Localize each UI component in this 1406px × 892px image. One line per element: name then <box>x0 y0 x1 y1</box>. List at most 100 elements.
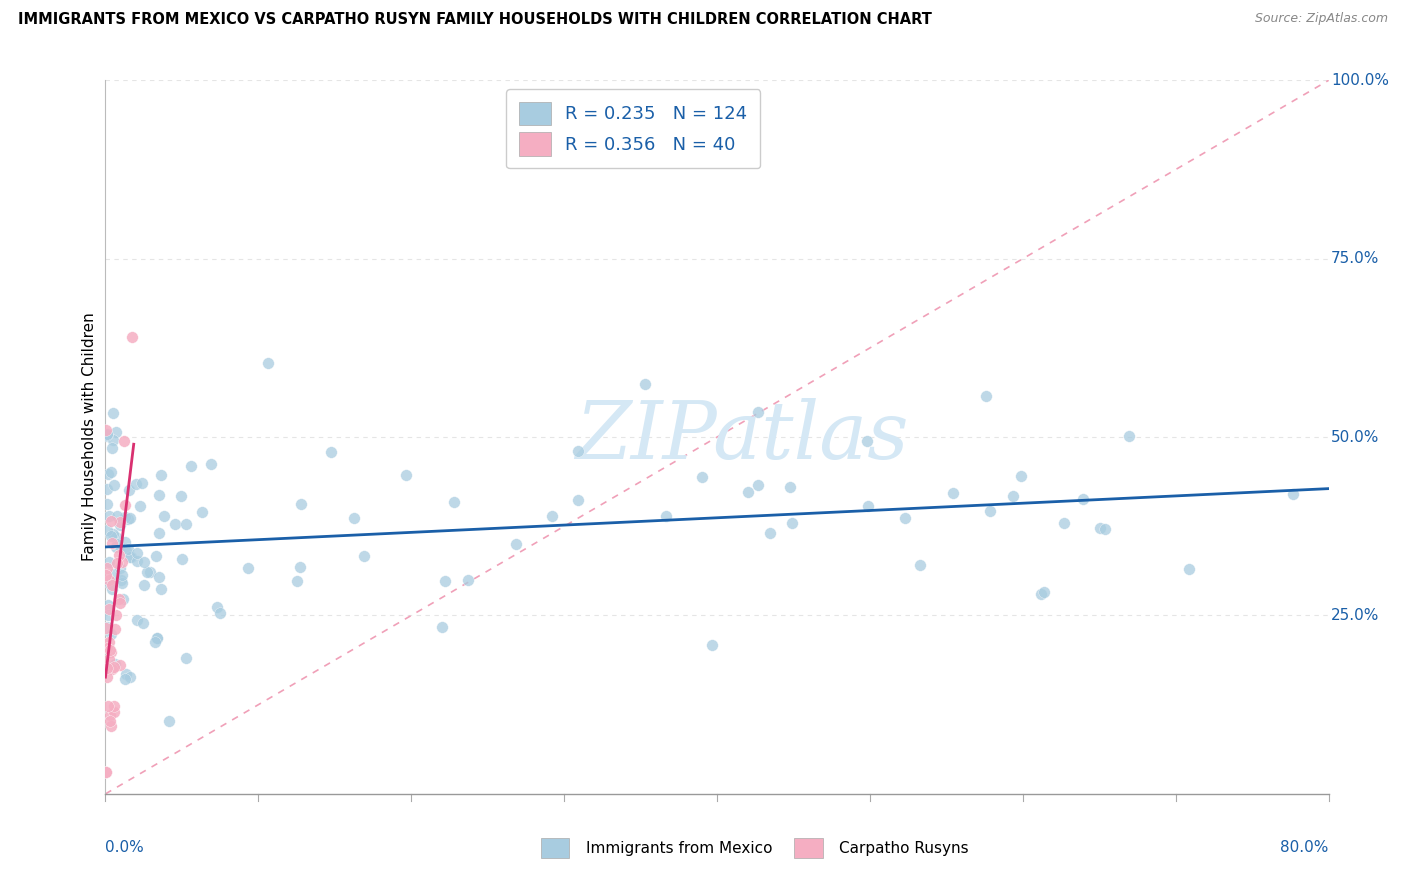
Point <box>98 707 121 722</box>
Point <box>152 509 174 524</box>
Point <box>1088 521 1111 535</box>
FancyBboxPatch shape <box>541 838 569 858</box>
Point <box>700 638 723 652</box>
Point <box>200 457 222 471</box>
Point <box>191 505 214 519</box>
Point <box>96 426 118 441</box>
Point <box>180 459 202 474</box>
Text: 80.0%: 80.0% <box>1281 840 1329 855</box>
Text: 0.0%: 0.0% <box>105 840 145 855</box>
Point <box>737 485 759 500</box>
Point <box>101 406 124 420</box>
Point <box>209 606 232 620</box>
Point <box>256 356 278 370</box>
Point <box>114 535 136 549</box>
Point <box>96 660 118 674</box>
Point <box>96 523 118 537</box>
Point <box>1118 429 1140 443</box>
Point <box>94 765 117 780</box>
Point <box>98 635 121 649</box>
Point <box>139 565 162 579</box>
Point <box>100 514 122 528</box>
Point <box>101 527 124 541</box>
Text: Carpatho Rusyns: Carpatho Rusyns <box>839 841 969 855</box>
Point <box>97 602 120 616</box>
Point <box>97 508 120 523</box>
Point <box>148 526 170 541</box>
Point <box>856 434 879 448</box>
Point <box>100 535 122 549</box>
Point <box>120 550 142 565</box>
Point <box>655 508 678 523</box>
Text: 75.0%: 75.0% <box>1331 252 1379 266</box>
Point <box>146 631 169 645</box>
Point <box>118 670 141 684</box>
Point <box>96 765 118 780</box>
Point <box>433 574 456 589</box>
Point <box>97 598 120 612</box>
Point <box>108 561 131 575</box>
Point <box>97 608 120 623</box>
Point <box>288 560 311 574</box>
Point <box>98 574 121 588</box>
Point <box>103 660 125 674</box>
Point <box>747 405 769 419</box>
Point <box>148 570 170 584</box>
Point <box>96 670 118 684</box>
FancyBboxPatch shape <box>794 838 823 858</box>
Point <box>176 650 198 665</box>
Point <box>634 377 657 392</box>
Point <box>1094 522 1116 536</box>
Point <box>942 486 965 500</box>
Point <box>100 578 122 592</box>
Point <box>111 592 134 607</box>
Point <box>115 543 138 558</box>
Point <box>101 582 124 596</box>
Point <box>100 645 122 659</box>
Point <box>96 497 118 511</box>
Y-axis label: Family Households with Children: Family Households with Children <box>82 313 97 561</box>
Point <box>125 477 148 491</box>
Point <box>118 483 141 497</box>
Point <box>319 444 342 458</box>
Point <box>101 441 124 455</box>
Point <box>780 516 803 530</box>
Point <box>105 607 128 622</box>
Point <box>117 512 139 526</box>
Point <box>170 552 193 566</box>
Point <box>98 652 121 666</box>
Point <box>143 635 166 649</box>
Point <box>96 482 118 496</box>
Point <box>132 616 155 631</box>
Point <box>98 576 121 591</box>
Point <box>114 498 136 512</box>
Point <box>105 425 128 439</box>
Point <box>170 489 193 503</box>
Point <box>148 487 170 501</box>
Point <box>94 621 117 635</box>
Point <box>110 574 132 588</box>
Point <box>120 549 142 564</box>
Point <box>115 666 138 681</box>
Point <box>97 467 120 482</box>
Point <box>118 511 141 525</box>
Point <box>96 560 118 574</box>
Point <box>105 537 128 551</box>
Point <box>1031 586 1053 600</box>
Point <box>457 573 479 587</box>
Point <box>110 567 132 582</box>
Point <box>1033 585 1056 599</box>
Point <box>96 640 118 655</box>
Point <box>121 330 143 344</box>
Point <box>105 530 128 544</box>
Point <box>974 389 997 403</box>
Point <box>96 429 118 443</box>
Point <box>1178 562 1201 576</box>
Point <box>97 661 120 675</box>
Point <box>100 719 122 733</box>
Point <box>100 465 122 479</box>
Point <box>96 567 118 582</box>
Point <box>1071 491 1094 506</box>
Point <box>150 467 173 482</box>
Point <box>165 517 187 532</box>
